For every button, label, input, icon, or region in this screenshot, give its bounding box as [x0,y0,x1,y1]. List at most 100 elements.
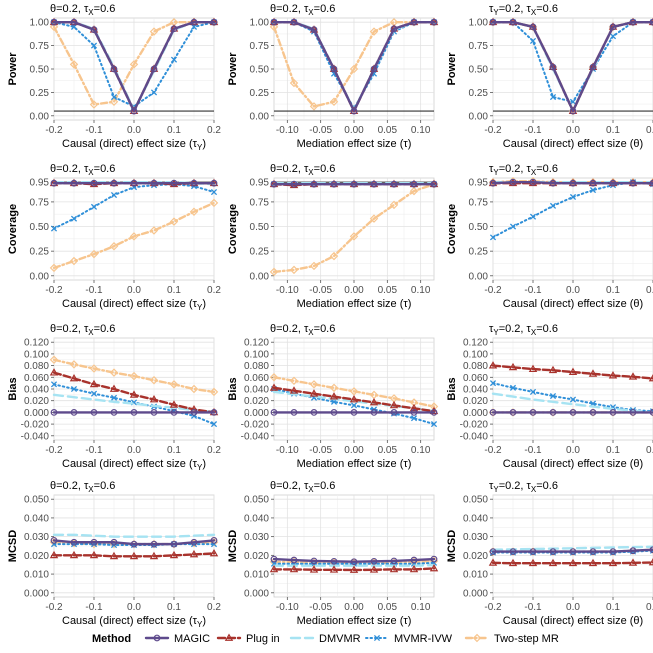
data-point [529,213,537,220]
data-point [430,18,438,26]
x-tick-label: -0.2 [484,602,502,613]
x-tick-label: 0.0 [566,445,580,456]
x-axis-label: Causal (direct) effect size (θ) [503,298,643,310]
y-tick-label: 0.060 [463,373,488,384]
data-point [210,408,218,416]
data-point [329,251,339,261]
data-point [609,408,617,416]
data-point [549,179,557,187]
data-point [430,408,438,416]
data-point [210,189,218,196]
data-point [110,191,118,199]
data-point [290,18,298,26]
data-point [210,179,218,187]
data-point [430,421,438,428]
y-tick-label: 0.25 [250,247,270,258]
data-point [90,203,98,210]
series-magic [50,18,218,115]
y-tick-label: 0.000 [24,588,49,599]
data-point [489,18,497,26]
data-point [410,415,418,422]
x-tick-label: 0.0 [566,285,580,296]
data-point [548,558,558,567]
y-tick-label: -0.040 [21,431,50,442]
data-point [608,558,618,567]
data-point [509,384,517,391]
data-point [69,373,79,382]
data-point [210,421,218,428]
data-point [49,368,59,376]
data-point [529,388,537,395]
y-tick-label: 0.040 [244,513,269,524]
x-tick-label: -0.1 [524,445,542,456]
data-point [609,179,617,187]
y-tick-label: 0.010 [24,570,49,581]
series-plug-in [49,548,219,560]
y-tick-label: 0.50 [469,65,489,76]
data-point [169,380,179,389]
data-point [309,102,319,111]
x-tick-label: 0.1 [167,125,181,136]
y-tick-label: 0.120 [24,338,49,349]
data-point [289,386,299,394]
x-axis-label: Mediation effect size (τ) [297,138,412,150]
data-point [569,408,577,416]
legend-item: DMVMR [289,633,361,645]
data-point [350,408,358,416]
series-line [491,392,653,414]
data-point [89,550,99,559]
legend-item: Plug in [216,633,280,645]
data-point [489,380,497,387]
series-line [272,386,436,413]
data-point [290,408,298,416]
x-tick-label: 0.0 [127,602,141,613]
data-point [488,361,498,369]
data-point [390,408,398,416]
y-tick-label: 0.00 [469,271,489,282]
y-tick-label: 0.050 [463,495,488,506]
x-tick-label: -0.05 [309,445,332,456]
data-point [170,25,178,33]
data-point [588,369,598,377]
data-point [589,408,597,416]
y-axis-label: Coverage [227,204,239,254]
data-point [369,27,379,36]
data-point [130,540,138,548]
y-tick-label: 1.00 [250,18,270,29]
data-point [50,179,58,187]
data-point [330,408,338,416]
series-line [52,21,216,106]
data-point [329,392,339,400]
series-line [52,21,216,113]
x-tick-label: -0.10 [276,285,299,296]
data-point [488,558,498,566]
x-tick-label: 0.05 [378,602,398,613]
data-point [349,232,359,241]
data-point [330,65,338,73]
legend-item: MAGIC [144,633,210,645]
data-point [109,241,119,251]
data-point [568,367,578,375]
data-point [149,27,159,36]
data-point [589,63,597,71]
data-point [409,186,419,196]
y-tick-label: -0.020 [21,420,50,431]
series-line [272,21,436,108]
data-point [489,548,497,556]
panel-r1-c1: -0.2 -0.1 0.0 0.1 0.2 0.00 0.25 0.50 0.75 1.00θ=0… [7,3,221,152]
data-point [129,60,139,69]
x-axis-label: Causal (direct) effect size (τY) [62,615,206,629]
panel-r4-c1: -0.2 -0.1 0.0 0.1 0.2 0.000 0.010 0.020 0.030 0.0… [7,480,221,629]
data-point [289,564,299,573]
data-point [150,540,158,548]
data-point [329,97,339,107]
data-point [350,180,358,188]
data-point [290,556,298,564]
data-point [169,400,179,408]
data-point [189,207,199,217]
x-tick-label: 0.0 [566,125,580,136]
data-point [149,395,159,403]
data-point [549,94,557,101]
data-point [410,408,418,416]
series-dmvmr [52,533,216,538]
